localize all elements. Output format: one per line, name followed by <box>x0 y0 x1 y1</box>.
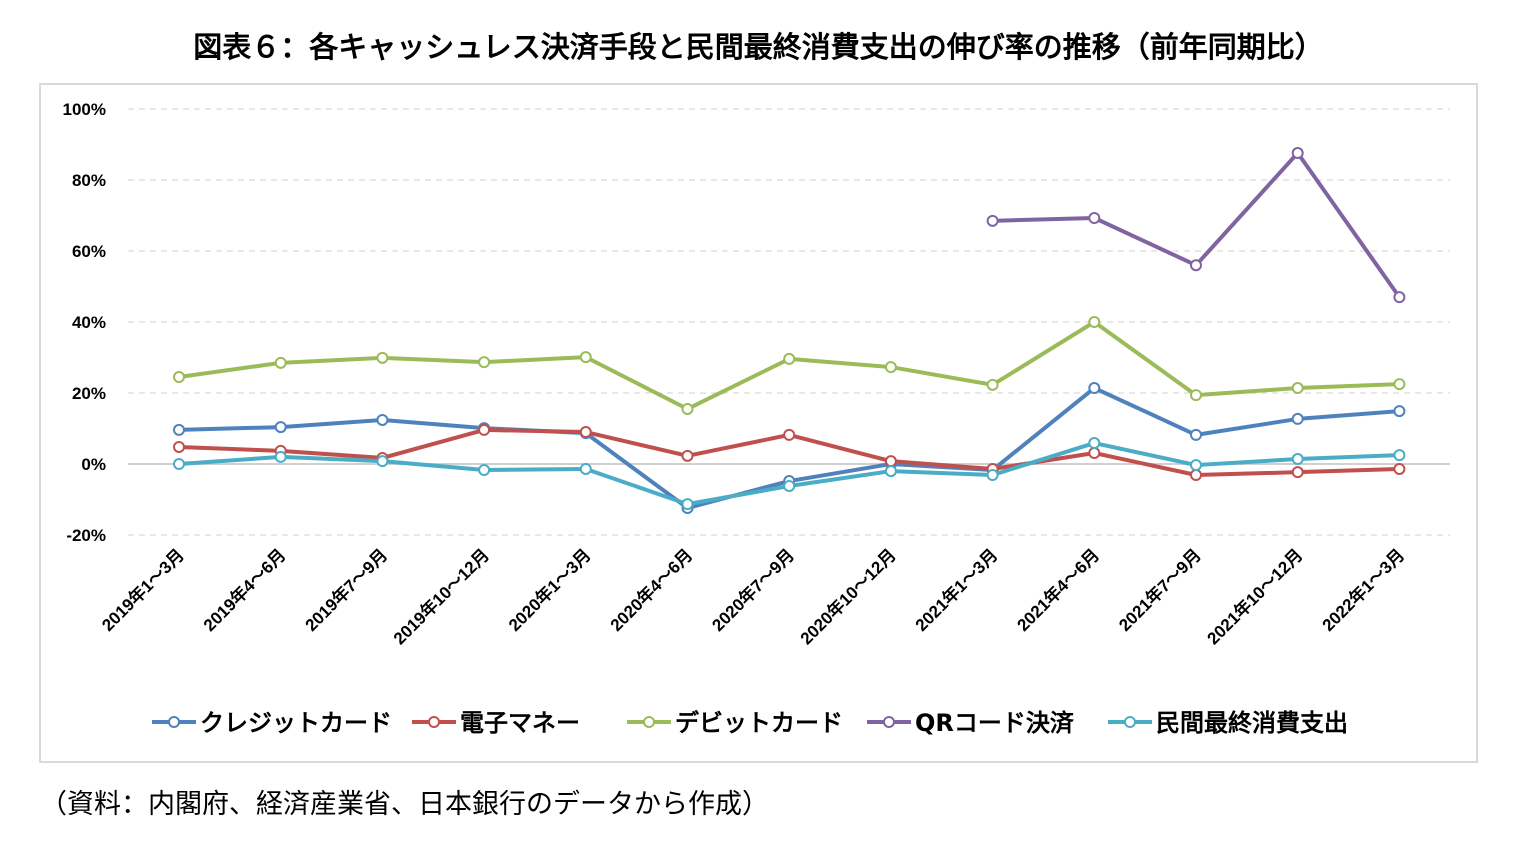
x-tick-label: 2019年7～9月 <box>301 545 391 635</box>
x-tick-label: 2020年10～12月 <box>796 545 900 649</box>
x-tick-label: 2019年4～6月 <box>199 545 289 635</box>
x-tick-label: 2021年10～12月 <box>1203 545 1307 649</box>
chart-title: 図表６：各キャッシュレス決済手段と民間最終消費支出の伸び率の推移（前年同期比） <box>193 30 1324 64</box>
data-point <box>1291 382 1304 395</box>
data-point <box>783 428 796 441</box>
legend-marker <box>643 716 655 728</box>
legend-label: QRコード決済 <box>915 709 1075 737</box>
data-point <box>1291 147 1304 160</box>
data-point <box>1190 389 1202 402</box>
x-tick-label: 2020年1～3月 <box>504 545 594 635</box>
data-point <box>884 361 897 374</box>
data-point <box>884 465 897 478</box>
data-point <box>1393 405 1406 418</box>
y-tick-label: 40% <box>72 313 106 332</box>
data-point <box>1190 469 1202 482</box>
data-point <box>579 462 592 475</box>
y-tick-label: 20% <box>72 384 106 403</box>
data-point <box>1393 378 1406 391</box>
data-point <box>376 455 389 468</box>
legend-marker <box>168 716 180 728</box>
data-point <box>1088 437 1101 450</box>
data-point <box>376 413 389 426</box>
data-point <box>579 426 592 439</box>
data-point <box>1088 211 1101 224</box>
data-point <box>1393 449 1406 462</box>
legend-label: 電子マネー <box>460 709 580 737</box>
data-point <box>376 351 389 364</box>
data-point <box>1291 466 1304 479</box>
y-tick-label: 0% <box>81 455 106 474</box>
data-point <box>173 423 185 436</box>
x-tick-label: 2020年4～6月 <box>606 545 696 635</box>
data-point <box>986 469 999 482</box>
source-note: （資料：内閣府、経済産業省、日本銀行のデータから作成） <box>40 789 769 820</box>
data-point <box>1088 382 1101 395</box>
data-point <box>1291 453 1304 466</box>
x-tick-label: 2021年1～3月 <box>911 545 1001 635</box>
data-point <box>173 440 185 453</box>
data-point <box>783 480 796 493</box>
y-tick-label: -20% <box>66 526 106 545</box>
data-point <box>1393 462 1406 475</box>
x-tick-label: 2019年10～12月 <box>389 545 493 649</box>
data-point <box>884 455 897 468</box>
series-line <box>992 151 1402 299</box>
legend-label: 民間最終消費支出 <box>1156 709 1348 737</box>
x-tick-label: 2021年4～6月 <box>1013 545 1103 635</box>
y-tick-label: 100% <box>63 100 106 119</box>
data-point <box>478 464 491 477</box>
x-tick-label: 2022年1～3月 <box>1318 545 1408 635</box>
y-tick-label: 60% <box>72 242 106 261</box>
legend-marker <box>428 716 440 728</box>
data-point <box>783 352 796 365</box>
y-tick-label: 80% <box>72 171 106 190</box>
legend-marker <box>883 716 895 728</box>
data-point <box>1190 459 1202 472</box>
legend-marker <box>1124 716 1136 728</box>
data-point <box>173 371 185 384</box>
data-point <box>986 214 999 227</box>
data-point <box>1190 259 1202 272</box>
data-point <box>478 423 491 436</box>
data-point <box>986 378 999 391</box>
legend-label: クレジットカード <box>200 709 392 737</box>
x-tick-label: 2021年7～9月 <box>1115 545 1205 635</box>
x-tick-label: 2020年7～9月 <box>708 545 798 635</box>
legend-label: デビットカード <box>675 709 843 737</box>
chart-frame <box>39 83 1478 763</box>
data-point <box>681 498 694 511</box>
data-point <box>478 356 491 369</box>
data-point <box>1088 446 1101 459</box>
data-point <box>1088 316 1101 328</box>
data-point <box>274 356 287 369</box>
data-point <box>681 449 694 462</box>
data-point <box>173 458 185 470</box>
data-point <box>1393 291 1406 304</box>
data-point <box>579 351 592 364</box>
series-line <box>178 320 1400 411</box>
x-tick-label: 2019年1～3月 <box>98 545 188 635</box>
data-point <box>1190 428 1202 441</box>
data-point <box>274 450 287 463</box>
data-point <box>274 421 287 434</box>
data-point <box>681 402 694 415</box>
data-point <box>1291 412 1304 425</box>
